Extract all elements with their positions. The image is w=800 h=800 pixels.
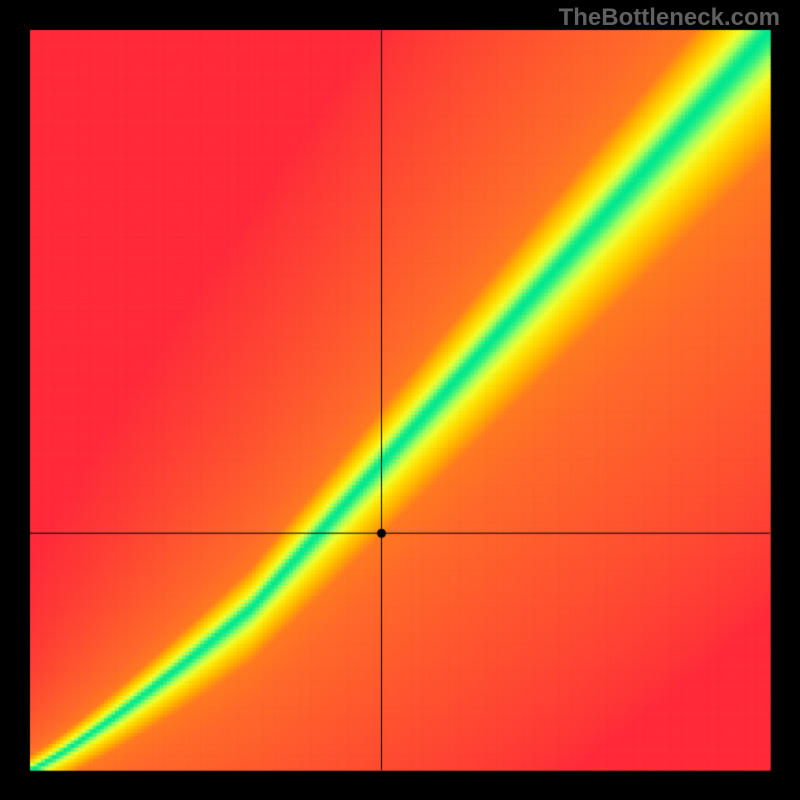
watermark-text: TheBottleneck.com [559,4,780,32]
heatmap-canvas [0,0,800,800]
chart-container: TheBottleneck.com [0,0,800,800]
